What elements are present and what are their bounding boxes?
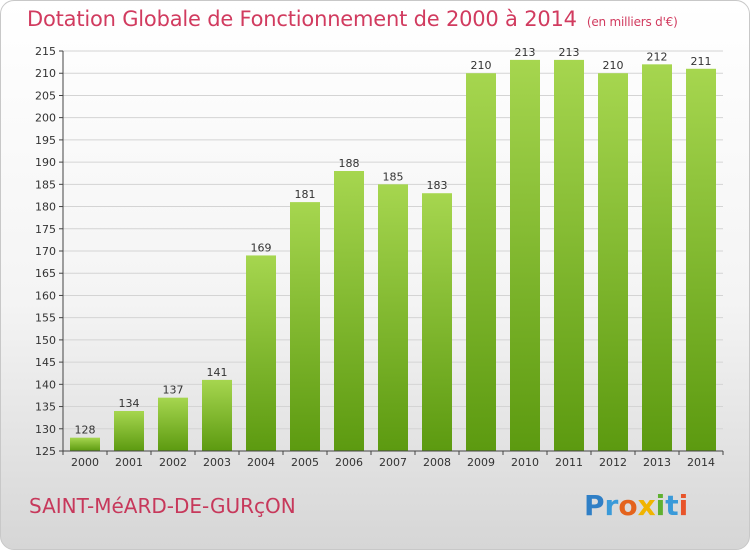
- y-tick-label: 180: [35, 201, 56, 214]
- data-label-2005: 181: [295, 188, 316, 201]
- y-tick-label: 190: [35, 156, 56, 169]
- data-label-2003: 141: [207, 366, 228, 379]
- bar-2010: [510, 59, 540, 452]
- x-tick-label-2008: 2008: [423, 456, 451, 469]
- y-tick-label: 195: [35, 134, 56, 147]
- chart-title: Dotation Globale de Fonctionnement de 20…: [27, 7, 678, 31]
- logo-letter: P: [584, 489, 605, 522]
- bar-2014: [686, 68, 716, 452]
- bar-2011: [554, 59, 584, 452]
- y-tick-label: 215: [35, 45, 56, 58]
- y-tick-label: 200: [35, 112, 56, 125]
- bar-2003: [202, 379, 232, 451]
- y-tick-label: 140: [35, 378, 56, 391]
- x-tick-label-2009: 2009: [467, 456, 495, 469]
- bar-2002: [158, 397, 188, 451]
- bar-2007: [378, 184, 408, 452]
- y-tick-label: 150: [35, 334, 56, 347]
- data-label-2008: 183: [427, 179, 448, 192]
- chart-unit: (en milliers d'€): [586, 15, 678, 29]
- bar-2000: [70, 437, 100, 451]
- x-tick-label-2005: 2005: [291, 456, 319, 469]
- y-tick-label: 160: [35, 289, 56, 302]
- proxiti-logo: Proxiti: [584, 489, 688, 522]
- y-tick-label: 130: [35, 423, 56, 436]
- bar-2013: [642, 64, 672, 452]
- data-label-2011: 213: [559, 46, 580, 59]
- y-tick-label: 185: [35, 178, 56, 191]
- bar-2006: [334, 171, 364, 451]
- bar-2009: [466, 73, 496, 451]
- data-label-2000: 128: [75, 424, 96, 437]
- data-label-2002: 137: [163, 384, 184, 397]
- data-label-2007: 185: [383, 170, 404, 183]
- data-label-2006: 188: [339, 157, 360, 170]
- y-tick-label: 175: [35, 223, 56, 236]
- x-tick-label-2010: 2010: [511, 456, 539, 469]
- chart-title-text: Dotation Globale de Fonctionnement de 20…: [27, 7, 577, 31]
- y-tick-label: 170: [35, 245, 56, 258]
- y-tick-label: 165: [35, 267, 56, 280]
- x-tick-label-2006: 2006: [335, 456, 363, 469]
- x-tick-label-2011: 2011: [555, 456, 583, 469]
- commune-name: SAINT-MéARD-DE-GURçON: [29, 494, 296, 518]
- x-tick-label-2014: 2014: [687, 456, 715, 469]
- bar-2012: [598, 73, 628, 451]
- x-tick-label-2012: 2012: [599, 456, 627, 469]
- logo-letter: r: [604, 489, 619, 522]
- data-label-2001: 134: [119, 397, 140, 410]
- x-tick-label-2004: 2004: [247, 456, 275, 469]
- y-tick-label: 155: [35, 312, 56, 325]
- data-label-2012: 210: [603, 59, 624, 72]
- data-label-2010: 213: [515, 46, 536, 59]
- logo-letter: t: [665, 489, 679, 522]
- x-tick-label-2000: 2000: [71, 456, 99, 469]
- x-tick-label-2013: 2013: [643, 456, 671, 469]
- bar-2004: [246, 255, 276, 451]
- logo-letter: i: [678, 489, 689, 522]
- x-tick-label-2007: 2007: [379, 456, 407, 469]
- bar-2005: [290, 202, 320, 451]
- x-tick-label-2003: 2003: [203, 456, 231, 469]
- y-tick-label: 125: [35, 445, 56, 458]
- y-tick-label: 210: [35, 67, 56, 80]
- logo-letter: o: [618, 489, 638, 522]
- y-tick-label: 205: [35, 89, 56, 102]
- logo-letter: i: [655, 489, 666, 522]
- data-label-2009: 210: [471, 59, 492, 72]
- y-tick-label: 145: [35, 356, 56, 369]
- logo-letter: x: [637, 489, 656, 522]
- data-label-2014: 211: [691, 55, 712, 68]
- y-tick-label: 135: [35, 401, 56, 414]
- bar-2008: [422, 193, 452, 451]
- x-tick-label-2001: 2001: [115, 456, 143, 469]
- bar-2001: [114, 411, 144, 451]
- data-label-2013: 212: [647, 50, 668, 63]
- data-label-2004: 169: [251, 241, 272, 254]
- x-tick-label-2002: 2002: [159, 456, 187, 469]
